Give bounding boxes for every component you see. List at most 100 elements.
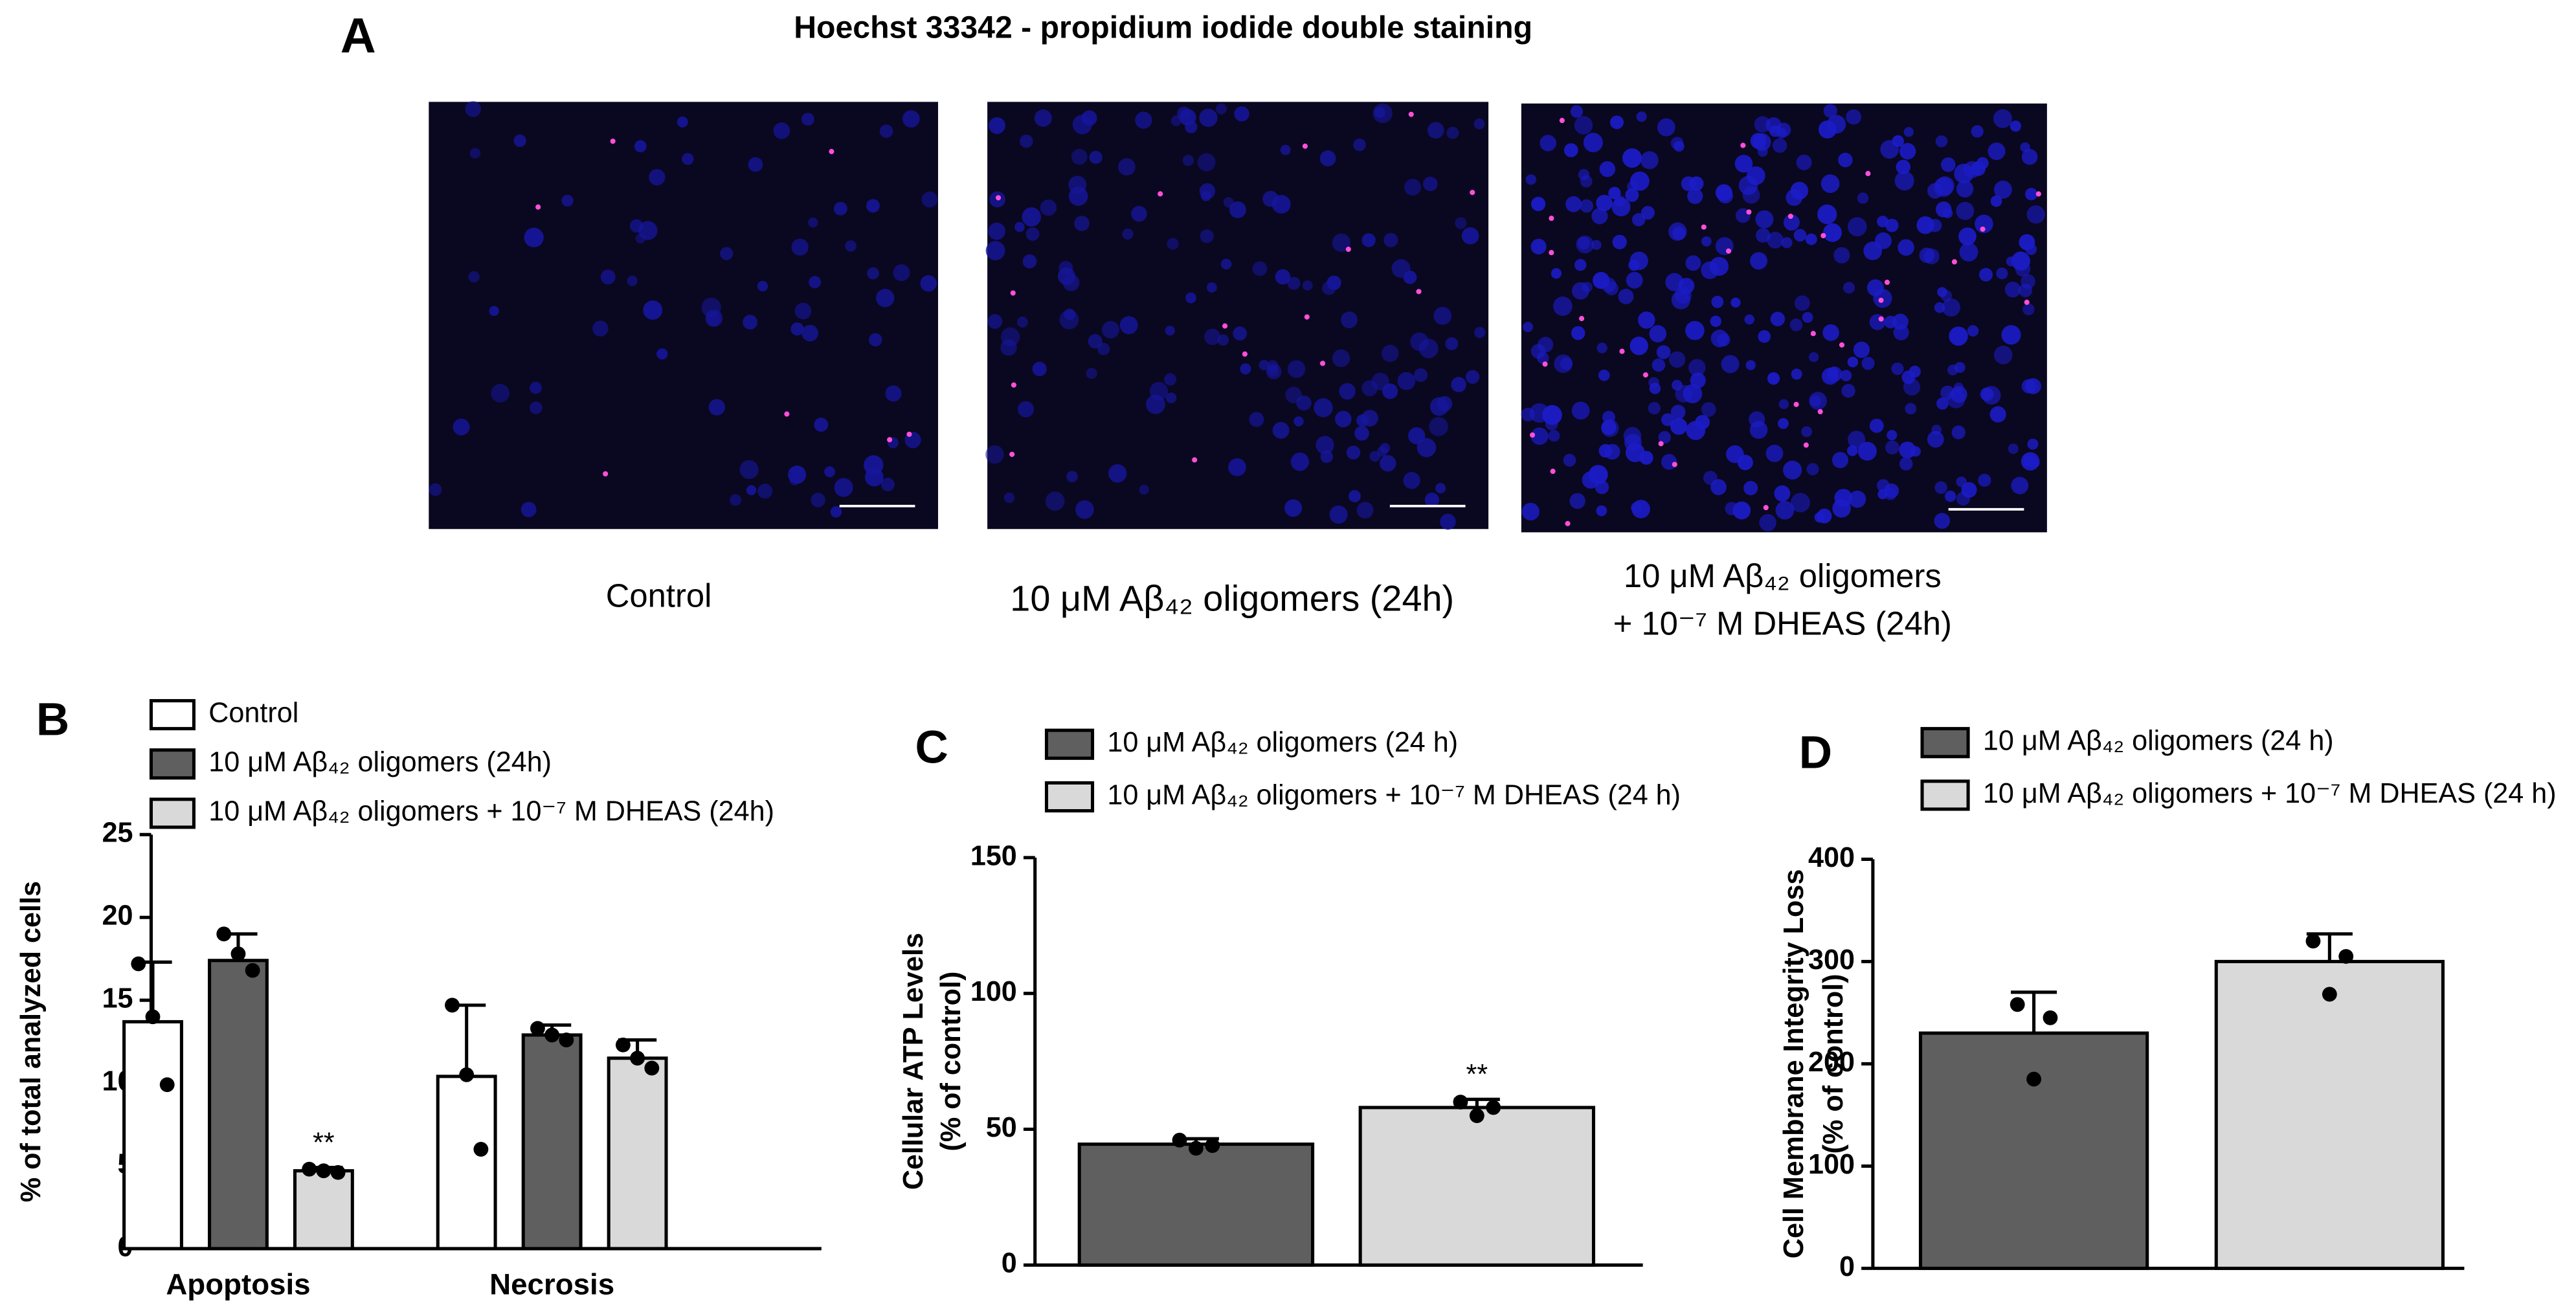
nucleus (1652, 358, 1666, 372)
nucleus (1074, 216, 1090, 231)
nucleus (788, 465, 807, 484)
nucleus (1249, 412, 1264, 427)
pi-cell (1550, 469, 1556, 474)
nucleus (864, 455, 884, 475)
nucleus (1601, 277, 1617, 293)
nucleus (1742, 186, 1760, 204)
nucleus (1252, 261, 1268, 276)
nucleus (1899, 457, 1913, 471)
pi-cell (1542, 361, 1548, 367)
nucleus (921, 191, 938, 208)
nucleus (1259, 359, 1270, 371)
nucleus (1233, 326, 1248, 341)
nucleus (1686, 421, 1706, 440)
panel-letter: A (341, 8, 376, 63)
data-point (445, 998, 460, 1013)
pi-cell (1642, 372, 1648, 378)
pi-cell (2035, 191, 2041, 197)
nucleus (1989, 406, 2006, 423)
nucleus (1176, 106, 1191, 121)
nucleus (1287, 360, 1306, 378)
nucleus (790, 322, 804, 336)
nucleus (1822, 324, 1839, 341)
caption: + 10⁻⁷ M DHEAS (24h) (1613, 605, 1952, 641)
nucleus (468, 271, 480, 283)
nucleus (1899, 142, 1916, 160)
nucleus (1898, 239, 1914, 256)
nucleus (1215, 103, 1227, 115)
nucleus (1916, 216, 1934, 234)
legend-label: 10 μM Aβ₄₂ oligomers (24h) (208, 747, 552, 778)
nucleus (757, 280, 768, 292)
nucleus (1335, 410, 1352, 428)
pi-cell (1319, 361, 1326, 366)
data-point (2338, 949, 2354, 964)
pi-cell (2024, 299, 2030, 306)
data-point (1453, 1095, 1468, 1110)
nucleus (701, 297, 721, 318)
nucleus (730, 494, 742, 506)
nucleus (1608, 186, 1621, 200)
nucleus (1596, 194, 1613, 212)
nucleus (1025, 227, 1040, 241)
nucleus (1934, 513, 1951, 529)
nucleus (1356, 502, 1374, 519)
nucleus (1204, 328, 1221, 345)
pi-cell (1793, 401, 1799, 407)
nucleus (1596, 505, 1607, 517)
nucleus (885, 385, 902, 402)
nucleus (1891, 362, 1904, 375)
nucleus (1990, 195, 2002, 207)
nucleus (1790, 181, 1809, 200)
pi-cell (1746, 209, 1752, 215)
nucleus (739, 460, 759, 479)
pi-cell (1725, 248, 1732, 254)
nucleus (1793, 229, 1807, 242)
nucleus (1818, 120, 1837, 139)
y-axis-label: Cell Membrane Integrity Loss (1778, 869, 1809, 1259)
y-tick-label: 400 (1808, 842, 1855, 873)
nucleus (1734, 155, 1753, 173)
nucleus (1285, 386, 1302, 403)
nucleus (1583, 133, 1603, 153)
nucleus (1280, 144, 1291, 155)
y-tick-label: 25 (102, 818, 133, 849)
nucleus (1756, 228, 1771, 243)
nucleus (1641, 206, 1655, 220)
y-tick-label: 100 (970, 976, 1017, 1007)
pi-cell (995, 195, 1002, 201)
nucleus (453, 418, 470, 436)
nucleus (1801, 426, 1813, 438)
nucleus (1649, 325, 1667, 342)
nucleus (1545, 417, 1558, 430)
nucleus (1809, 395, 1822, 407)
nucleus (1715, 184, 1732, 201)
nucleus (635, 233, 645, 244)
y-axis-label: Cellular ATP Levels (898, 933, 929, 1190)
nucleus (1032, 361, 1047, 377)
nucleus (1118, 158, 1136, 176)
nucleus (1905, 403, 1917, 415)
nucleus (1424, 492, 1440, 507)
nucleus (1826, 366, 1842, 382)
nucleus (2011, 251, 2030, 271)
nucleus (1525, 174, 1537, 185)
data-point (330, 1165, 346, 1180)
nucleus (1833, 247, 1850, 263)
nucleus (629, 219, 644, 233)
nucleus (1933, 177, 1953, 197)
nucleus (1808, 351, 1819, 362)
nucleus (1832, 499, 1851, 518)
nucleus (1294, 416, 1304, 427)
nucleus (1841, 384, 1855, 398)
nucleus (1170, 115, 1182, 126)
data-point (145, 1009, 161, 1025)
nucleus (1045, 491, 1065, 511)
nucleus (2001, 325, 2021, 345)
data-point (644, 1060, 660, 1076)
pi-cell (1010, 290, 1016, 296)
nucleus (1019, 134, 1033, 148)
nucleus (1717, 333, 1730, 347)
nucleus (1846, 109, 1862, 125)
